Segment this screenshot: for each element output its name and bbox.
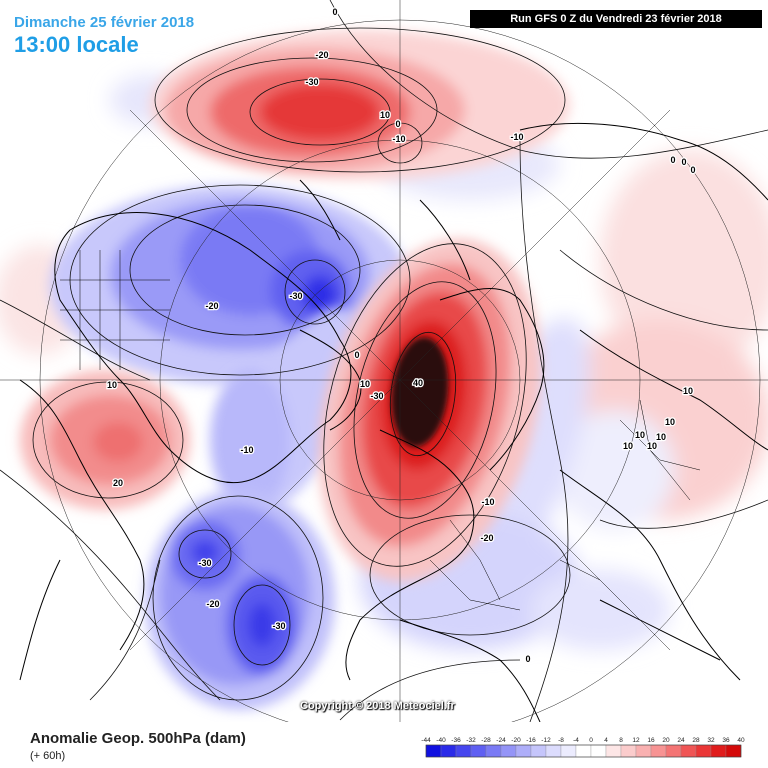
color-legend: -44 -40 -36 -32 -28 -24 -20 -16 -12 -8 -4 0 4 8 12 16 20… <box>421 737 745 758</box>
contour-label: 10 <box>656 432 666 442</box>
contour-label: -10 <box>392 134 405 144</box>
date-title: Dimanche 25 février 2018 <box>14 14 195 31</box>
contour-label: -20 <box>315 50 328 60</box>
legend-tick-label: -16 <box>526 737 536 744</box>
legend-tick-label: -20 <box>511 737 521 744</box>
legend-swatch <box>440 744 457 758</box>
legend-swatch <box>485 744 502 758</box>
legend-tick-label: -32 <box>466 737 476 744</box>
legend-tick-label: 12 <box>632 737 640 744</box>
legend-tick-label: 28 <box>692 737 700 744</box>
contour-label: -30 <box>289 291 302 301</box>
legend-tick-label: -12 <box>541 737 551 744</box>
legend-swatch <box>680 744 697 758</box>
legend-swatch <box>470 744 487 758</box>
contour-label: 0 <box>332 7 337 17</box>
contour-label: -10 <box>481 497 494 507</box>
contour-label: -10 <box>240 445 253 455</box>
legend-tick-label: 36 <box>722 737 730 744</box>
contour-label: 0 <box>525 654 530 664</box>
legend-tick-label: 20 <box>662 737 670 744</box>
legend-tick-label: -24 <box>496 737 506 744</box>
legend-tick-label: -40 <box>436 737 446 744</box>
contour-label: 10 <box>623 441 633 451</box>
legend-tick-label: -36 <box>451 737 461 744</box>
legend-swatch <box>665 744 682 758</box>
contour-label: 10 <box>665 417 675 427</box>
legend-swatch <box>500 744 517 758</box>
contour-label: 0 <box>395 119 400 129</box>
legend-tick-label: -28 <box>481 737 491 744</box>
contour-label: -30 <box>272 621 285 631</box>
legend-swatch <box>650 744 667 758</box>
legend-tick-label: 40 <box>737 737 745 744</box>
legend-tick-label: -4 <box>573 737 579 744</box>
contour-label: -20 <box>480 533 493 543</box>
legend-tick-label: -44 <box>421 737 431 744</box>
run-info-banner: Run GFS 0 Z du Vendredi 23 février 2018 <box>470 10 762 28</box>
legend-frame <box>425 744 742 758</box>
legend-swatch <box>530 744 547 758</box>
legend-tick-label: 0 <box>589 737 593 744</box>
contour-label: -30 <box>370 391 383 401</box>
legend-tick-label: 24 <box>677 737 685 744</box>
coastlines <box>19 122 768 722</box>
contour-label: 10 <box>683 386 693 396</box>
legend-swatch <box>575 744 592 758</box>
legend-swatch <box>455 744 472 758</box>
contour-label: 0 <box>354 350 359 360</box>
legend-tick-label: 4 <box>604 737 608 744</box>
contour-lines <box>0 0 768 722</box>
lead-time: (+ 60h) <box>30 750 66 762</box>
legend-swatch <box>635 744 652 758</box>
contour-label: -30 <box>305 77 318 87</box>
legend-swatch <box>425 744 442 758</box>
legend-swatch <box>545 744 562 758</box>
borders <box>60 250 701 621</box>
legend-swatch <box>515 744 532 758</box>
legend-tick-label: -8 <box>558 737 564 744</box>
contour-label: 10 <box>360 379 370 389</box>
legend-tick-label: 16 <box>647 737 655 744</box>
legend-swatch <box>695 744 712 758</box>
legend-tick-label: 32 <box>707 737 715 744</box>
legend-swatch <box>725 744 742 758</box>
legend-swatch <box>605 744 622 758</box>
contour-label: -30 <box>198 558 211 568</box>
legend-swatch <box>560 744 577 758</box>
contour-label: -10 <box>510 132 523 142</box>
contour-label: 20 <box>113 478 123 488</box>
legend-swatch <box>710 744 727 758</box>
anomaly-shading <box>0 30 768 710</box>
contour-label: -20 <box>206 599 219 609</box>
product-title: Anomalie Geop. 500hPa (dam) <box>30 730 246 747</box>
legend-tick-label: 8 <box>619 737 623 744</box>
contour-label: 10 <box>107 380 117 390</box>
copyright-text: Copyright © 2018 Meteociel.fr <box>300 700 455 712</box>
contour-label: 0 <box>681 157 686 167</box>
contour-label: 0 <box>690 165 695 175</box>
contour-label: 10 <box>380 110 390 120</box>
contour-label: -20 <box>205 301 218 311</box>
legend-swatch <box>590 744 607 758</box>
legend-swatch <box>620 744 637 758</box>
contour-label: 0 <box>670 155 675 165</box>
contour-label: 10 <box>635 430 645 440</box>
contour-label: 10 <box>647 441 657 451</box>
time-title: 13:00 locale <box>14 32 139 57</box>
contour-label: 40 <box>413 378 423 388</box>
